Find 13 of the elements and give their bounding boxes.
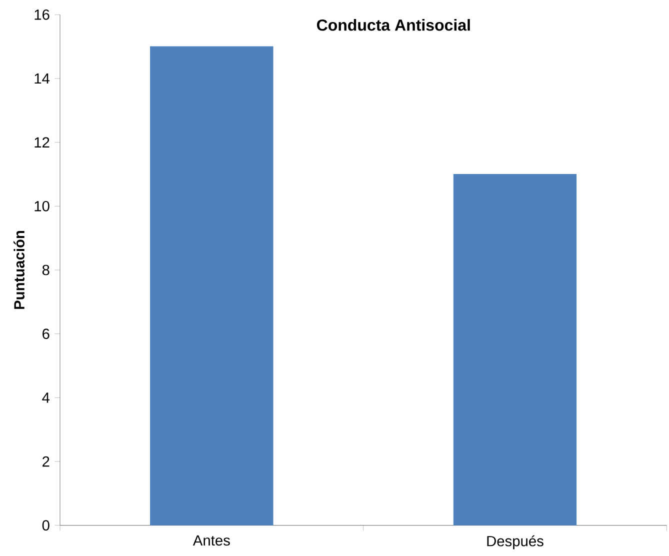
- y-tick-label: 8: [42, 264, 50, 276]
- y-tick-label: 14: [34, 73, 50, 84]
- y-tick-label: 6: [42, 328, 50, 340]
- y-tick-label: 0: [42, 520, 50, 531]
- y-tick-label: 10: [34, 200, 50, 212]
- x-tick-label: Antes: [192, 535, 230, 546]
- y-tick-label: 16: [34, 9, 50, 20]
- chart-title: Conducta Antisocial: [316, 19, 470, 31]
- x-tick-label: Después: [487, 535, 544, 550]
- y-tick-label: 2: [42, 456, 50, 467]
- y-tick-label: 12: [34, 137, 50, 148]
- y-tick-label: 4: [42, 392, 50, 403]
- y-axis-title: Puntuación: [14, 230, 24, 309]
